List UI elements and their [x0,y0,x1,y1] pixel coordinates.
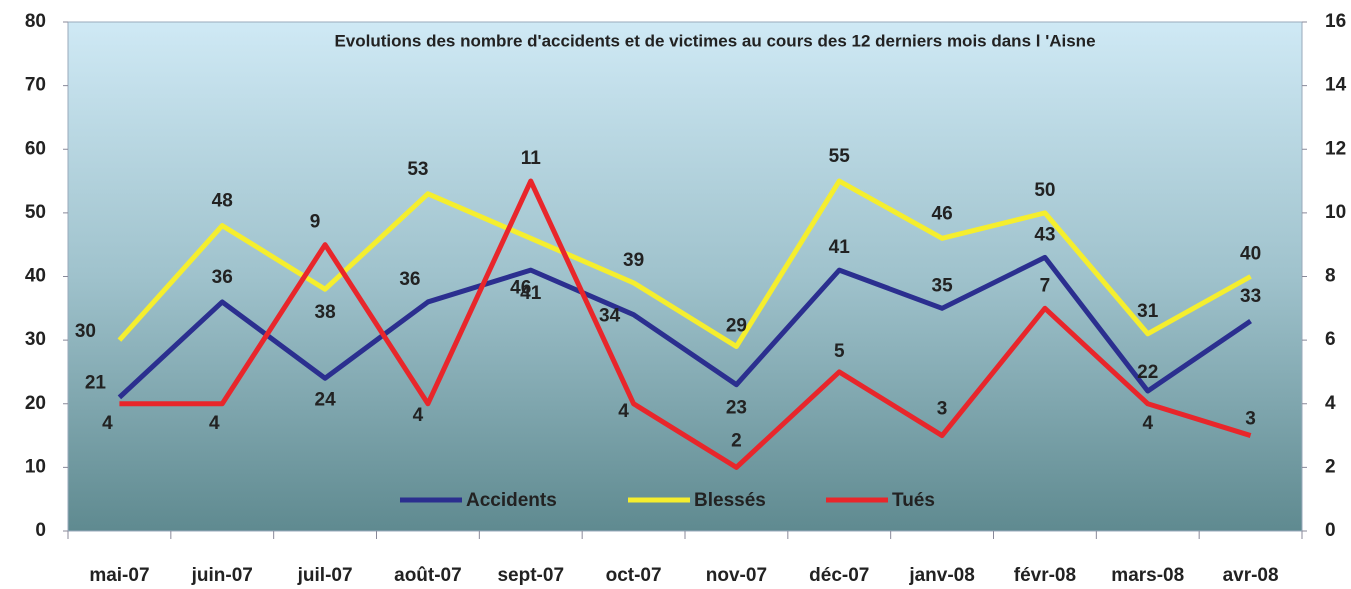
x-tick-label: août-07 [394,565,462,586]
data-label: 34 [599,306,621,327]
data-label: 7 [1040,275,1051,296]
data-label: 22 [1137,362,1158,383]
data-label: 30 [75,321,96,342]
data-label: 55 [829,146,851,167]
data-label: 50 [1034,180,1055,201]
y2-tick-label: 4 [1325,393,1336,414]
y2-tick-label: 14 [1325,75,1347,96]
y-tick-label: 40 [25,266,46,287]
chart-title: Evolutions des nombre d'accidents et de … [334,31,1095,50]
x-tick-label: janv-08 [908,565,974,586]
y2-tick-label: 10 [1325,202,1346,223]
y-tick-label: 60 [25,138,46,159]
y-tick-label: 10 [25,456,46,477]
data-label: 41 [520,283,542,304]
series-line [119,178,1252,470]
data-label: 43 [1034,224,1055,245]
legend-label: Accidents [466,490,557,511]
x-tick-label: sept-07 [497,565,564,586]
data-label: 21 [85,372,107,393]
y2-tick-label: 2 [1325,456,1336,477]
data-label: 23 [726,398,747,419]
y-tick-label: 0 [35,520,46,541]
data-label: 4 [1142,413,1153,434]
data-label: 35 [932,275,954,296]
legend-label: Blessés [694,490,766,511]
data-label: 40 [1240,244,1261,265]
data-label: 33 [1240,286,1261,307]
data-label: 46 [932,203,953,224]
data-label: 5 [834,341,845,362]
x-tick-label: mai-07 [89,565,149,586]
data-label: 53 [407,159,428,180]
legend-label: Tués [892,490,935,511]
x-tick-label: mars-08 [1111,565,1184,586]
y-tick-label: 20 [25,393,46,414]
data-label: 4 [102,413,113,434]
y2-tick-label: 12 [1325,138,1346,159]
y-tick-label: 30 [25,329,46,350]
x-tick-label: avr-08 [1223,565,1279,586]
series-line [117,254,1252,400]
y-tick-label: 50 [25,202,46,223]
x-tick-label: déc-07 [809,565,869,586]
data-label: 24 [315,389,337,410]
data-label: 36 [399,269,420,290]
data-label: 9 [310,212,321,233]
y-tick-label: 80 [25,11,46,32]
data-label: 46 [510,277,531,298]
data-label: 4 [618,401,629,422]
data-label: 11 [521,148,542,169]
data-label: 36 [212,267,233,288]
data-label: 3 [937,399,948,420]
data-label: 4 [209,413,220,434]
x-tick-label: oct-07 [606,565,662,586]
x-tick-label: nov-07 [706,565,767,586]
data-label: 41 [829,237,851,258]
x-tick-label: juin-07 [191,565,253,586]
y2-tick-label: 6 [1325,329,1336,350]
x-tick-label: juil-07 [297,565,353,586]
y-tick-label: 70 [25,75,46,96]
data-label: 31 [1137,301,1159,322]
x-tick-label: févr-08 [1014,565,1076,586]
data-label: 48 [212,191,233,212]
plot-area [67,21,1303,532]
data-label: 39 [623,250,644,271]
data-label: 3 [1245,409,1256,430]
series-line [117,178,1252,349]
data-label: 2 [731,430,742,451]
y2-tick-label: 16 [1325,11,1346,32]
y2-tick-label: 8 [1325,266,1336,287]
data-label: 4 [413,405,424,426]
y2-tick-label: 0 [1325,520,1336,541]
data-label: 38 [315,302,336,323]
data-label: 29 [726,316,747,337]
